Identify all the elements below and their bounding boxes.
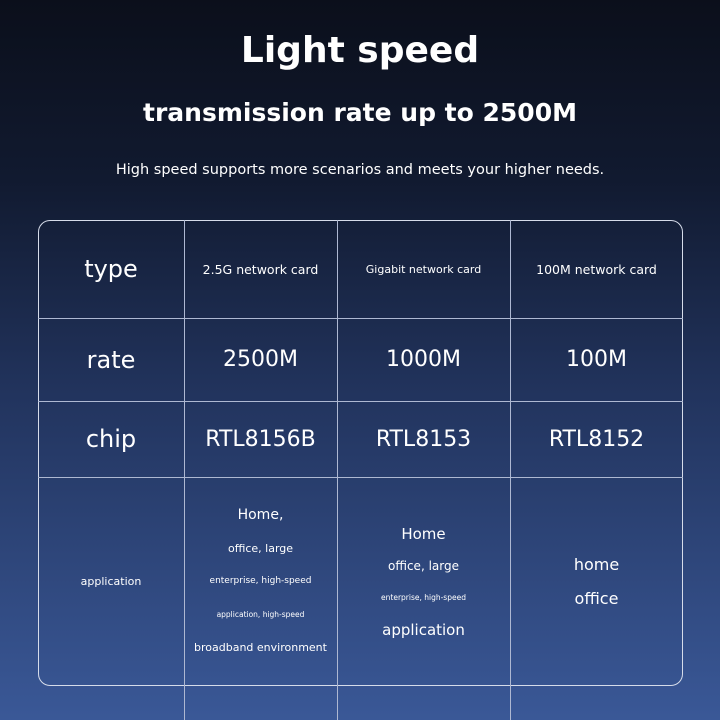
row-label-rate: rate bbox=[86, 345, 136, 374]
table-cell: Home office, large enterprise, high-spee… bbox=[337, 477, 510, 686]
cell-line: enterprise, high-speed bbox=[209, 576, 312, 586]
divider bbox=[38, 318, 683, 319]
cell-line: office, large bbox=[388, 558, 459, 573]
cell-line: application bbox=[382, 620, 465, 639]
row-label-chip: chip bbox=[85, 425, 137, 453]
table-cell: 100M bbox=[566, 347, 627, 372]
cell-line: office, large bbox=[227, 542, 294, 555]
divider bbox=[337, 220, 338, 720]
cell-line: office bbox=[574, 588, 619, 608]
row-label-application: application bbox=[80, 575, 142, 588]
table-cell: home office bbox=[510, 477, 683, 686]
table-cell: RTL8152 bbox=[548, 426, 645, 452]
cell-line: enterprise, high-speed bbox=[381, 592, 466, 602]
table-cell: RTL8153 bbox=[375, 426, 472, 452]
divider bbox=[184, 220, 185, 720]
page-description: High speed supports more scenarios and m… bbox=[115, 162, 605, 178]
table-cell: 2500M bbox=[223, 347, 298, 372]
divider bbox=[38, 401, 683, 402]
page-subtitle: transmission rate up to 2500M bbox=[143, 98, 577, 127]
table-cell: Home, office, large enterprise, high-spe… bbox=[184, 477, 337, 686]
table-cell: 1000M bbox=[386, 347, 461, 372]
cell-line: Home bbox=[401, 524, 446, 543]
cell-line: home bbox=[573, 554, 620, 574]
table-cell: 2.5G network card bbox=[202, 261, 319, 277]
cell-line: Home, bbox=[237, 507, 284, 523]
divider bbox=[38, 477, 683, 478]
page-title: Light speed bbox=[240, 30, 480, 71]
row-label-type: type bbox=[84, 255, 138, 283]
cell-line: application, high-speed bbox=[216, 610, 305, 619]
comparison-table bbox=[38, 220, 683, 686]
divider bbox=[510, 220, 511, 720]
table-cell: 100M network card bbox=[536, 261, 657, 277]
cell-line: broadband environment bbox=[194, 641, 327, 654]
table-cell: Gigabit network card bbox=[365, 262, 482, 276]
table-cell: RTL8156B bbox=[205, 426, 316, 452]
